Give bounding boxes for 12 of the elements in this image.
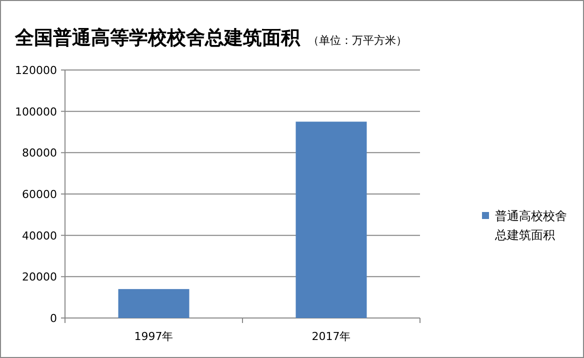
x-tick-label: 1997年 (134, 330, 174, 343)
y-tick-label: 80000 (22, 146, 57, 160)
x-tick-label: 2017年 (312, 330, 351, 343)
y-tick-label: 120000 (15, 64, 57, 77)
chart-subtitle: （单位：万平方米） (308, 34, 407, 47)
y-tick-label: 60000 (22, 188, 57, 201)
legend-label: 普通高校校舍总建筑面积 (494, 209, 567, 242)
y-tick-label: 40000 (22, 229, 57, 242)
y-tick-label: 100000 (15, 105, 57, 118)
y-tick-label: 20000 (22, 270, 57, 284)
chart-title: 全国普通高等学校校舍总建筑面积 (14, 27, 301, 49)
y-tick-label: 0 (50, 312, 57, 325)
